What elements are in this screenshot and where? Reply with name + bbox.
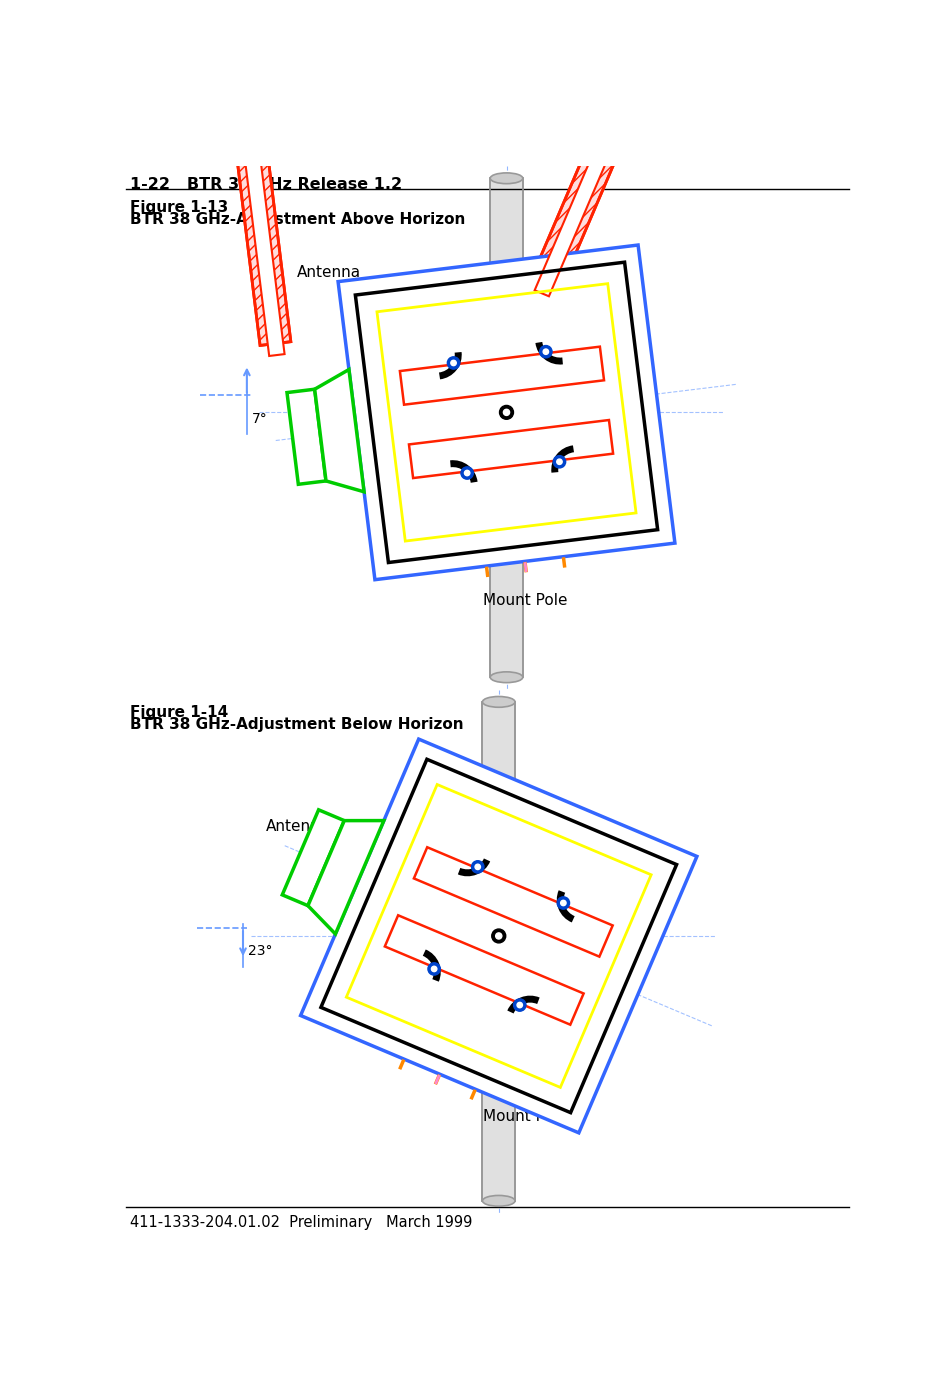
Circle shape (465, 470, 470, 476)
Circle shape (500, 405, 513, 419)
Circle shape (557, 459, 563, 465)
Text: Mount Pole: Mount Pole (484, 1109, 567, 1124)
Circle shape (471, 860, 484, 873)
Ellipse shape (490, 672, 523, 683)
Text: Figure 1-13: Figure 1-13 (129, 199, 228, 214)
Polygon shape (409, 420, 613, 479)
Circle shape (428, 963, 441, 975)
Circle shape (513, 999, 526, 1011)
Polygon shape (301, 739, 697, 1133)
Polygon shape (490, 178, 523, 678)
Polygon shape (307, 820, 384, 934)
Text: Figure 1-14: Figure 1-14 (129, 705, 228, 721)
Text: 7°: 7° (251, 412, 268, 426)
Circle shape (447, 357, 460, 369)
Ellipse shape (483, 697, 515, 707)
Polygon shape (532, 0, 679, 289)
Polygon shape (400, 347, 604, 405)
Text: BTR 38 GHz-Adjustment Below Horizon: BTR 38 GHz-Adjustment Below Horizon (129, 718, 464, 732)
Circle shape (475, 864, 481, 870)
Polygon shape (338, 245, 675, 579)
Text: 1-22   BTR 38 GHz Release 1.2: 1-22 BTR 38 GHz Release 1.2 (129, 177, 402, 192)
Text: Antenna: Antenna (267, 819, 330, 834)
Circle shape (461, 467, 473, 479)
Circle shape (504, 409, 509, 415)
Circle shape (496, 934, 502, 939)
Polygon shape (535, 0, 676, 296)
Text: Antenna: Antenna (297, 264, 362, 279)
Text: 23°: 23° (248, 945, 272, 958)
Text: BTR 38 GHz-Adjustment Above Horizon: BTR 38 GHz-Adjustment Above Horizon (129, 212, 466, 227)
Polygon shape (287, 389, 326, 484)
Ellipse shape (483, 1195, 515, 1206)
Polygon shape (414, 848, 613, 957)
Polygon shape (315, 369, 364, 492)
Circle shape (544, 349, 548, 354)
Circle shape (492, 929, 506, 943)
Polygon shape (224, 44, 291, 346)
Ellipse shape (490, 173, 523, 184)
Circle shape (561, 900, 566, 906)
Polygon shape (483, 703, 515, 1200)
Polygon shape (229, 33, 285, 355)
Circle shape (431, 967, 437, 972)
Polygon shape (385, 916, 584, 1025)
Circle shape (553, 455, 565, 467)
Circle shape (517, 1003, 523, 1008)
Circle shape (540, 346, 552, 358)
Circle shape (451, 360, 456, 365)
Text: Mount Pole: Mount Pole (484, 593, 567, 609)
Circle shape (557, 896, 569, 909)
Polygon shape (282, 810, 345, 906)
Text: 411-1333-204.01.02  Preliminary   March 1999: 411-1333-204.01.02 Preliminary March 199… (129, 1214, 472, 1229)
